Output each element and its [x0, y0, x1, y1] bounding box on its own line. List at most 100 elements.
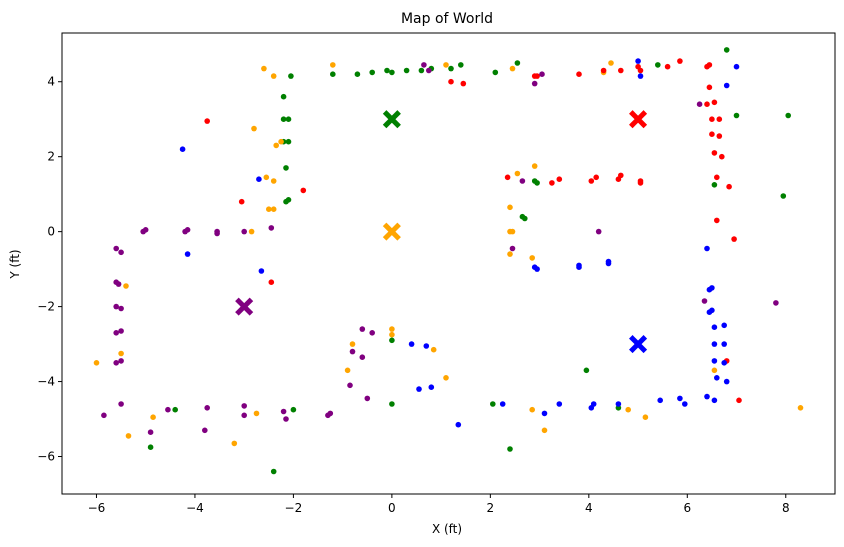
data-point-green [711, 182, 718, 188]
data-point-orange [278, 138, 284, 145]
data-point-red [549, 180, 555, 186]
landmark-marker-red [629, 110, 648, 129]
landmark-marker-blue [629, 335, 648, 354]
y-tick-label: 2 [47, 150, 55, 164]
x-tick-label: −2 [285, 501, 303, 515]
data-point-blue [256, 176, 262, 182]
data-point-green [283, 165, 289, 171]
data-point-orange [529, 406, 535, 413]
data-point-blue [721, 322, 727, 329]
data-point-red [588, 178, 595, 184]
data-point-blue [709, 307, 715, 314]
data-point-blue [711, 397, 718, 404]
data-point-red [726, 183, 732, 190]
data-point-orange [270, 73, 277, 79]
data-point-purple [165, 406, 171, 413]
data-point-purple [369, 330, 376, 336]
data-point-purple [327, 410, 334, 417]
data-point-blue [721, 360, 727, 366]
data-point-purple [115, 281, 122, 287]
data-point-blue [733, 63, 740, 70]
data-point-orange [711, 367, 718, 374]
data-point-blue [723, 378, 730, 385]
data-point-blue [179, 146, 186, 152]
x-tick-label: 2 [487, 501, 495, 515]
data-point-orange [344, 367, 351, 374]
data-point-orange [797, 405, 804, 411]
data-point-red [731, 236, 737, 242]
data-point-red [711, 99, 718, 106]
plot-frame [61, 32, 836, 495]
data-point-purple [539, 71, 545, 77]
data-point-green [780, 193, 787, 199]
data-point-purple [701, 298, 708, 304]
x-tick-label: 6 [683, 501, 691, 515]
data-point-blue [677, 395, 683, 402]
y-tick-label: 0 [47, 225, 55, 239]
data-point-purple [773, 300, 779, 306]
data-point-purple [347, 382, 353, 389]
data-point-blue [184, 251, 191, 257]
data-point-red [664, 63, 671, 70]
data-point-green [655, 62, 661, 68]
x-tick-label: −4 [186, 501, 204, 515]
data-point-purple [118, 401, 124, 407]
data-point-red [534, 73, 540, 79]
y-tick-label: −6 [37, 450, 55, 464]
data-point-orange [389, 326, 395, 332]
data-point-orange [150, 414, 156, 421]
data-point-green [458, 62, 464, 68]
data-point-blue [637, 73, 644, 79]
y-tick-label: −2 [37, 300, 55, 314]
landmark-stroke [382, 110, 401, 129]
data-point-purple [204, 405, 210, 411]
data-point-blue [709, 285, 715, 291]
data-point-red [709, 116, 715, 122]
data-point-green [384, 67, 390, 74]
data-point-green [330, 71, 336, 77]
data-point-green [507, 446, 513, 452]
data-point-blue [682, 401, 688, 407]
data-point-blue [408, 341, 415, 347]
data-point-red [714, 174, 720, 181]
data-point-orange [123, 283, 129, 289]
landmark-stroke [382, 222, 401, 241]
data-point-orange [263, 174, 270, 181]
data-point-orange [430, 346, 437, 353]
data-point-blue [605, 260, 612, 267]
y-tick-label: 4 [47, 75, 55, 89]
data-point-purple [509, 245, 516, 252]
data-point-blue [704, 393, 710, 400]
data-point-orange [608, 60, 614, 66]
data-point-purple [531, 80, 538, 87]
data-point-green [369, 69, 376, 76]
chart-title: Map of World [401, 11, 493, 27]
data-point-green [280, 93, 287, 100]
data-point-green [285, 116, 292, 122]
data-point-red [238, 198, 245, 205]
data-point-purple [113, 330, 119, 336]
data-point-blue [416, 386, 422, 392]
data-point-red [677, 58, 683, 64]
data-point-green [733, 112, 740, 119]
data-point-red [204, 118, 210, 124]
data-point-purple [118, 305, 124, 312]
data-point-red [600, 67, 607, 74]
data-point-orange [509, 65, 516, 72]
data-point-blue [615, 401, 622, 407]
y-axis-label: Y (ft) [8, 249, 22, 279]
plot-area [93, 47, 804, 475]
data-point-blue [428, 384, 435, 391]
data-point-blue [423, 343, 430, 349]
data-point-red [268, 279, 275, 286]
data-point-red [637, 67, 644, 74]
x-tick-label: 4 [585, 501, 593, 515]
data-point-orange [509, 228, 516, 235]
data-point-orange [642, 414, 649, 421]
x-tick-label: −6 [88, 501, 106, 515]
data-point-orange [330, 62, 336, 68]
data-point-blue [657, 397, 663, 404]
data-point-purple [268, 225, 275, 231]
data-point-purple [349, 348, 356, 355]
data-point-orange [253, 410, 260, 417]
